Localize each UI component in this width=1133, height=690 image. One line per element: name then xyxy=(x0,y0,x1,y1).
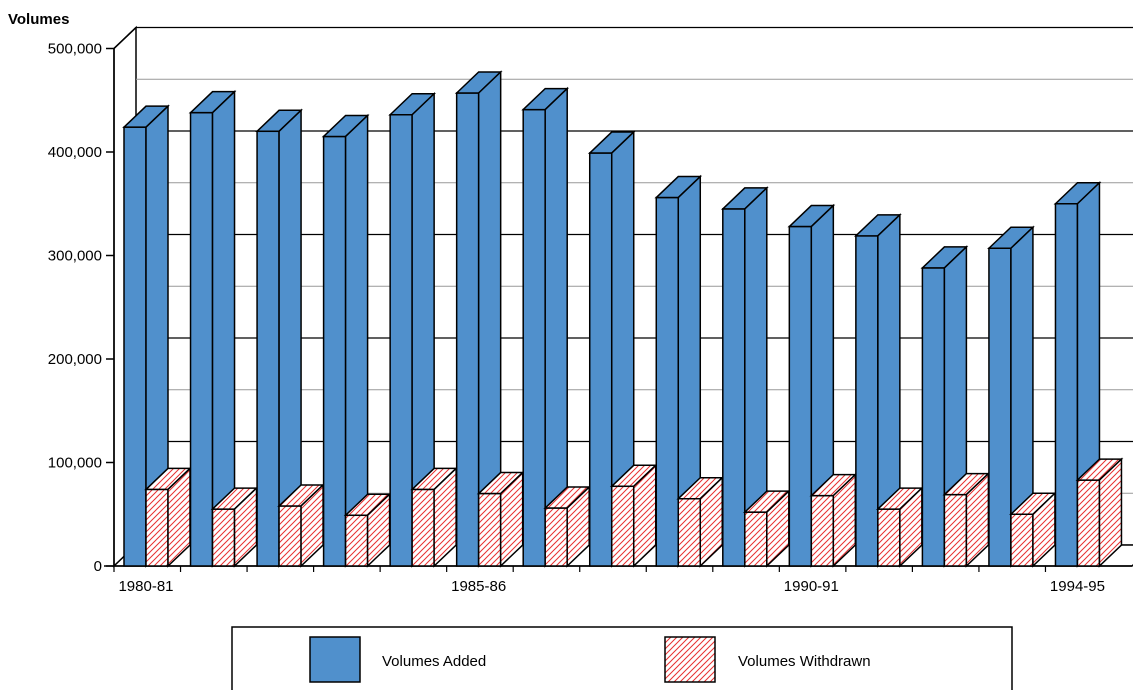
bar-volumes-added xyxy=(587,130,636,568)
x-tick-label: 1994-95 xyxy=(1050,578,1105,595)
bar-volumes-added xyxy=(987,225,1035,568)
wall-top-edge xyxy=(113,26,137,50)
y-tick-label: 0 xyxy=(94,558,102,575)
bar-volumes-added xyxy=(654,174,703,568)
bar-volumes-added xyxy=(720,186,769,568)
bar-volumes-withdrawn xyxy=(1009,491,1057,568)
bar-volumes-added xyxy=(454,70,503,568)
legend: Volumes Added Volumes Withdrawn xyxy=(231,626,1013,690)
bar-volumes-withdrawn xyxy=(875,486,924,568)
bar-volumes-withdrawn xyxy=(277,483,325,568)
y-tick-label: 300,000 xyxy=(48,248,102,265)
y-tick-label: 400,000 xyxy=(48,144,102,161)
x-tick-label: 1990-91 xyxy=(784,578,839,595)
legend-label-volumes-withdrawn: Volumes Withdrawn xyxy=(738,653,871,670)
y-tick-label: 100,000 xyxy=(48,455,102,472)
bar-volumes-added xyxy=(255,108,303,568)
bar-volumes-added xyxy=(853,213,902,568)
bar-volumes-withdrawn xyxy=(942,471,991,568)
bar-volumes-withdrawn xyxy=(476,470,525,568)
legend-swatch-volumes-added xyxy=(309,636,361,683)
bar-volumes-added xyxy=(521,86,570,568)
bar-volumes-added xyxy=(188,89,237,568)
bar-volumes-withdrawn xyxy=(809,472,858,568)
bars xyxy=(122,70,1124,568)
bar-volumes-added xyxy=(122,104,170,568)
bar-volumes-added xyxy=(388,91,437,568)
x-tick-label: 1980-81 xyxy=(118,578,173,595)
legend-box xyxy=(231,626,1013,690)
y-tick-label: 500,000 xyxy=(48,41,102,58)
bar-volumes-withdrawn xyxy=(543,485,592,568)
bar-volumes-withdrawn xyxy=(144,466,192,568)
x-tick-label: 1985-86 xyxy=(451,578,506,595)
bar-volumes-withdrawn xyxy=(410,466,459,568)
bar-volumes-withdrawn xyxy=(1075,457,1124,568)
bar-volumes-withdrawn xyxy=(676,475,725,568)
y-tick-label: 200,000 xyxy=(48,351,102,368)
legend-label-volumes-added: Volumes Added xyxy=(382,653,486,670)
bar-volumes-withdrawn xyxy=(210,486,259,568)
bar-volumes-withdrawn xyxy=(609,463,658,568)
y-axis-title: Volumes xyxy=(8,11,69,28)
legend-swatch-volumes-withdrawn xyxy=(664,636,716,683)
bar-volumes-added xyxy=(321,113,370,568)
axis-labels: 0 100,000 200,000 300,000 400,000 500,000 1980… xyxy=(48,41,1105,596)
